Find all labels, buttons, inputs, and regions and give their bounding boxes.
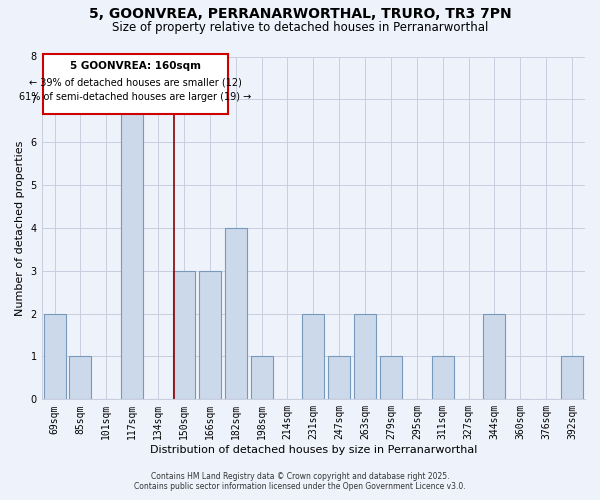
Y-axis label: Number of detached properties: Number of detached properties: [15, 140, 25, 316]
Text: Contains public sector information licensed under the Open Government Licence v3: Contains public sector information licen…: [134, 482, 466, 491]
Bar: [225, 228, 247, 400]
Bar: [44, 314, 65, 400]
Text: Contains HM Land Registry data © Crown copyright and database right 2025.: Contains HM Land Registry data © Crown c…: [151, 472, 449, 481]
X-axis label: Distribution of detached houses by size in Perranarworthal: Distribution of detached houses by size …: [149, 445, 477, 455]
Text: ← 39% of detached houses are smaller (12): ← 39% of detached houses are smaller (12…: [29, 77, 242, 87]
Bar: [302, 314, 325, 400]
Text: 5 GOONVREA: 160sqm: 5 GOONVREA: 160sqm: [70, 61, 201, 71]
Polygon shape: [43, 54, 228, 114]
Text: Size of property relative to detached houses in Perranarworthal: Size of property relative to detached ho…: [112, 21, 488, 34]
Bar: [484, 314, 505, 400]
Bar: [251, 356, 272, 400]
Bar: [173, 271, 195, 400]
Bar: [70, 356, 91, 400]
Bar: [354, 314, 376, 400]
Bar: [432, 356, 454, 400]
Text: 61% of semi-detached houses are larger (19) →: 61% of semi-detached houses are larger (…: [19, 92, 251, 102]
Bar: [121, 100, 143, 400]
Bar: [199, 271, 221, 400]
Bar: [380, 356, 402, 400]
Bar: [328, 356, 350, 400]
Text: 5, GOONVREA, PERRANARWORTHAL, TRURO, TR3 7PN: 5, GOONVREA, PERRANARWORTHAL, TRURO, TR3…: [89, 8, 511, 22]
Bar: [561, 356, 583, 400]
